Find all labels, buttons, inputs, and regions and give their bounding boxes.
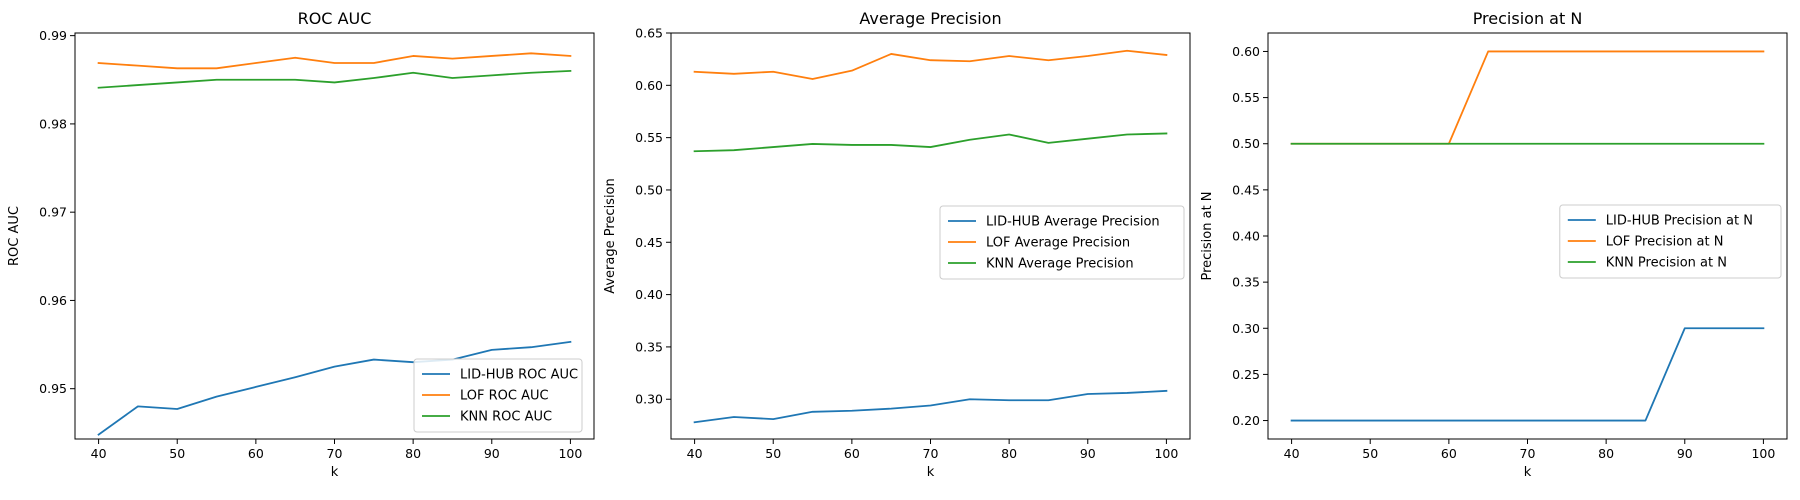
y-tick-label: 0.30	[635, 392, 663, 407]
legend-label: KNN Precision at N	[1606, 256, 1727, 271]
legend-label: KNN Average Precision	[986, 257, 1134, 272]
series-line-lof-precision-at-n	[1290, 50, 1765, 145]
chart-panel-3: Precision at N 40 50 60 70 80 90 100 0.20 0.25 0.3…	[1200, 9, 1788, 480]
series-line-knn-average-precision	[693, 132, 1168, 153]
x-tick-label: 40	[687, 446, 703, 461]
y-tick-label: 0.40	[635, 287, 663, 302]
y-axis-label: ROC AUC	[7, 206, 22, 266]
x-tick-label: 50	[765, 446, 781, 461]
series-line-lid-hub-roc-auc	[97, 340, 572, 436]
y-axis-label: Average Precision	[603, 178, 618, 294]
legend: LID-HUB Precision at N LOF Precision at N…	[1559, 204, 1782, 279]
y-tick-label: 0.60	[1232, 44, 1260, 59]
x-tick-label: 50	[169, 446, 185, 461]
y-tick-label: 0.45	[635, 235, 663, 250]
y-tick-label: 0.97	[39, 205, 67, 220]
y-tick-label: 0.50	[635, 182, 663, 197]
legend-label: LID-HUB ROC AUC	[460, 368, 578, 383]
y-tick-label: 0.35	[1232, 275, 1260, 290]
legend-label: LOF Average Precision	[986, 236, 1130, 251]
y-tick-label: 0.55	[1232, 90, 1260, 105]
legend-label: LOF ROC AUC	[460, 389, 549, 404]
series-line-lof-average-precision	[693, 49, 1168, 80]
y-tick-label: 0.96	[39, 293, 67, 308]
series-line-lof-roc-auc	[97, 52, 572, 70]
x-tick-label: 60	[248, 446, 264, 461]
y-axis-label: Precision at N	[1200, 191, 1215, 280]
x-tick-label: 100	[558, 446, 582, 461]
legend: LID-HUB Average Precision LOF Average Pre…	[939, 205, 1185, 280]
legend-box	[1559, 204, 1782, 279]
legend-label: LID-HUB Precision at N	[1606, 214, 1753, 229]
y-tick-label: 0.50	[1232, 136, 1260, 151]
y-tick-label: 0.55	[635, 130, 663, 145]
x-tick-label: 80	[1598, 446, 1614, 461]
chart-panel-1: ROC AUC 40 50 60 70 80 90 100 0.95 0.96 0.97 0.98 0.…	[7, 9, 595, 480]
y-tick-label: 0.45	[1232, 182, 1260, 197]
y-tick-label: 0.95	[39, 381, 67, 396]
legend-label: LOF Precision at N	[1606, 235, 1724, 250]
chart-title: ROC AUC	[298, 9, 372, 28]
x-tick-label: 80	[405, 446, 421, 461]
series-line-lid-hub-average-precision	[693, 389, 1168, 424]
chart-title: Average Precision	[859, 9, 1001, 28]
y-tick-label: 0.65	[635, 26, 663, 41]
y-tick-label: 0.40	[1232, 229, 1260, 244]
y-tick-label: 0.60	[635, 78, 663, 93]
legend-box	[413, 358, 583, 433]
legend-box	[939, 205, 1185, 280]
x-tick-label: 90	[484, 446, 500, 461]
x-tick-label: 70	[327, 446, 343, 461]
series-line-lid-hub-precision-at-n	[1290, 327, 1765, 422]
x-tick-label: 40	[1284, 446, 1300, 461]
y-tick-label: 0.35	[635, 339, 663, 354]
series-line-knn-roc-auc	[97, 70, 572, 89]
x-tick-label: 100	[1154, 446, 1178, 461]
legend: LID-HUB ROC AUC LOF ROC AUC KNN ROC AUC	[413, 358, 583, 433]
legend-label: KNN ROC AUC	[460, 410, 552, 425]
x-tick-label: 60	[844, 446, 860, 461]
x-axis-label: k	[1524, 465, 1532, 480]
legend-label: LID-HUB Average Precision	[986, 215, 1160, 230]
y-tick-label: 0.20	[1232, 413, 1260, 428]
x-tick-label: 90	[1677, 446, 1693, 461]
y-tick-label: 0.98	[39, 116, 67, 131]
chart-panel-2: Average Precision 40 50 60 70 80 90 100 0.30 0.35…	[603, 9, 1191, 480]
y-tick-label: 0.30	[1232, 321, 1260, 336]
x-tick-label: 70	[923, 446, 939, 461]
x-tick-label: 40	[91, 446, 107, 461]
chart-title: Precision at N	[1473, 9, 1583, 28]
x-tick-label: 90	[1080, 446, 1096, 461]
y-tick-label: 0.99	[39, 28, 67, 43]
x-tick-label: 50	[1362, 446, 1378, 461]
y-tick-label: 0.25	[1232, 367, 1260, 382]
x-axis-label: k	[331, 465, 339, 480]
x-tick-label: 100	[1751, 446, 1775, 461]
x-tick-label: 70	[1520, 446, 1536, 461]
x-tick-label: 60	[1441, 446, 1457, 461]
x-tick-label: 80	[1001, 446, 1017, 461]
x-axis-label: k	[927, 465, 935, 480]
